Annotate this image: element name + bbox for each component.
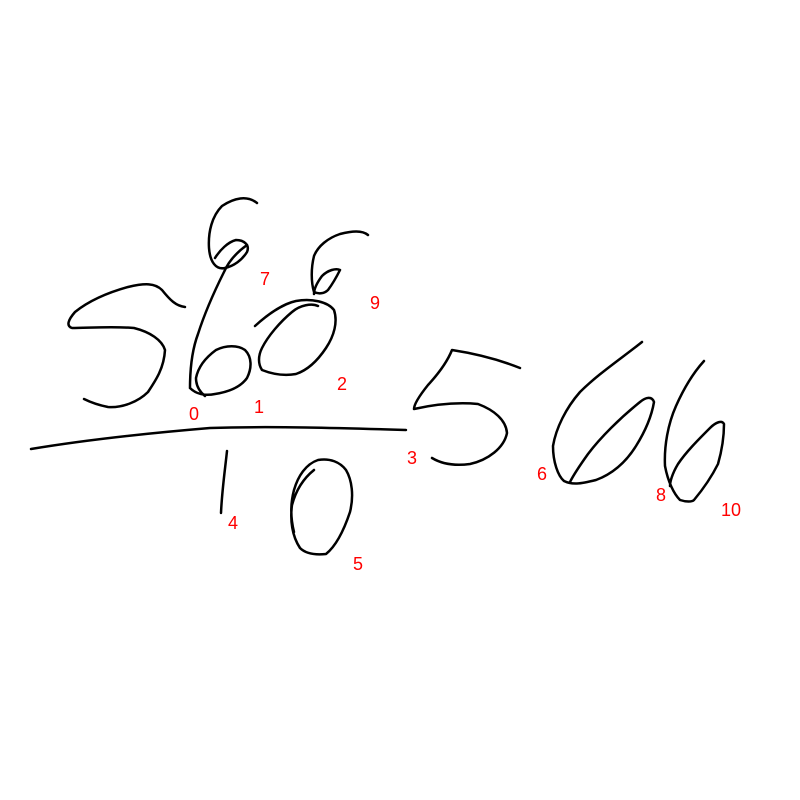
stroke-label-8: 8 <box>656 485 667 505</box>
ink-stroke-2 <box>253 298 337 377</box>
stroke-label-7: 7 <box>260 269 271 289</box>
stroke-label-1: 1 <box>254 397 265 417</box>
ink-stroke-0 <box>67 283 187 409</box>
ink-stroke-7 <box>207 197 259 270</box>
ink-stroke-10 <box>663 359 726 503</box>
stroke-label-5: 5 <box>353 554 364 574</box>
ink-stroke-3 <box>29 425 408 451</box>
stroke-label-4: 4 <box>228 513 239 533</box>
ink-stroke-9 <box>310 230 370 296</box>
ink-stroke-8 <box>551 340 656 485</box>
stroke-label-6: 6 <box>537 464 548 484</box>
stroke-label-10: 10 <box>721 500 742 520</box>
stroke-label-2: 2 <box>337 374 348 394</box>
ink-stroke-1 <box>188 243 252 398</box>
ink-stroke-6 <box>412 348 522 466</box>
stroke-label-0: 0 <box>189 404 200 424</box>
stroke-label-3: 3 <box>407 448 418 468</box>
ink-stroke-4 <box>219 449 229 515</box>
ink-stroke-5 <box>290 458 354 556</box>
stroke-label-9: 9 <box>370 293 381 313</box>
